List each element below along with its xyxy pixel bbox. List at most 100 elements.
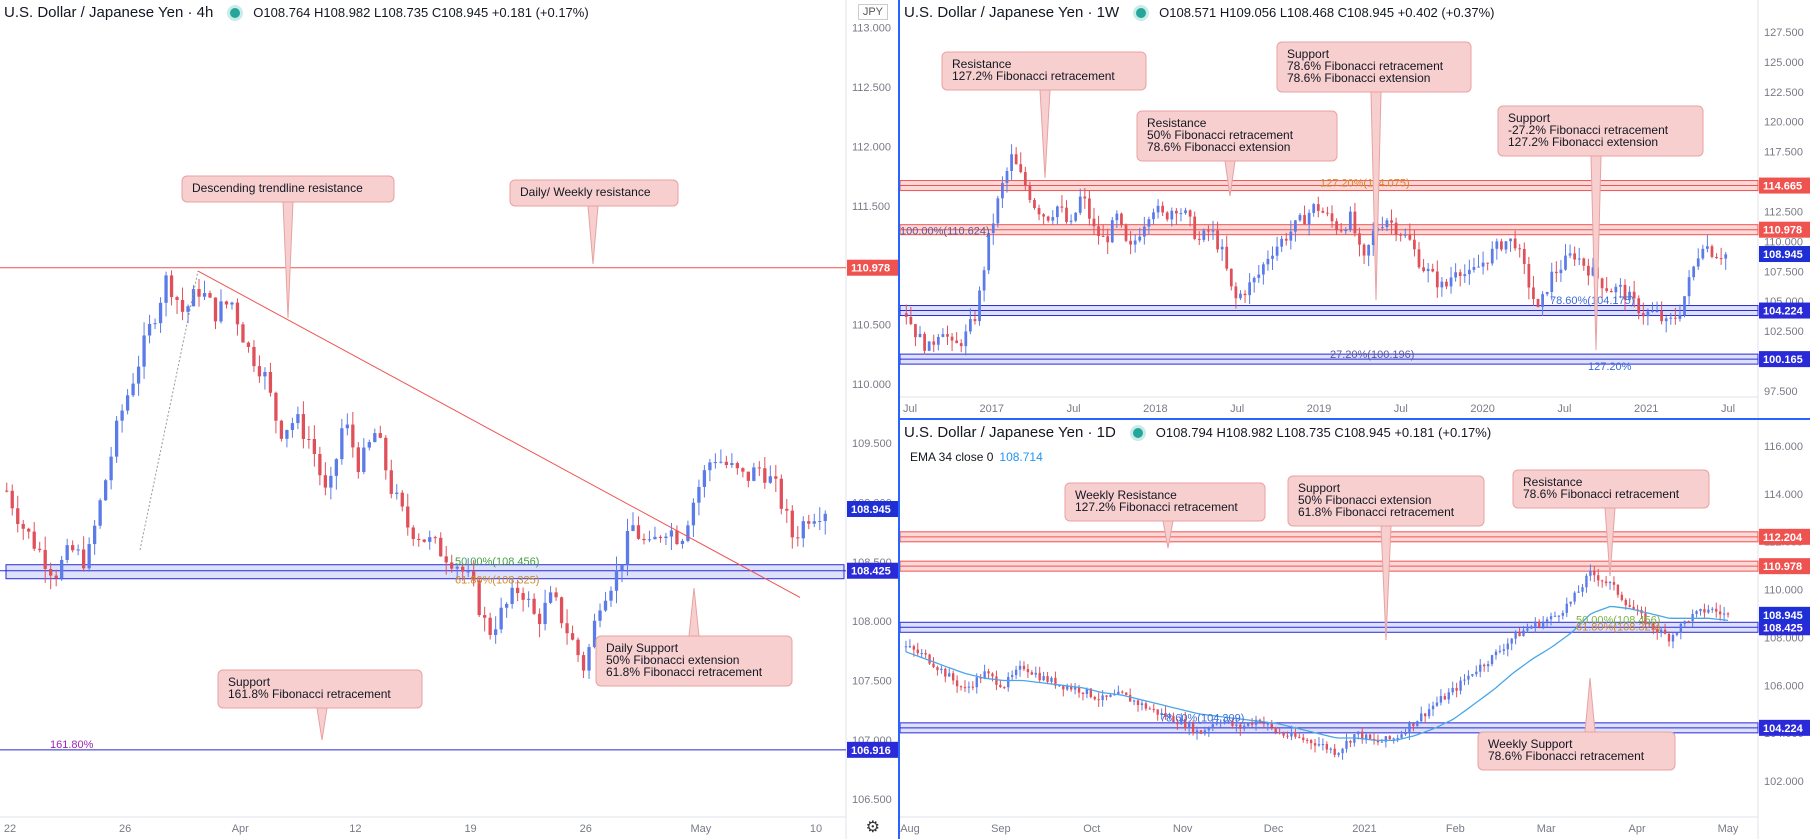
candle-body xyxy=(1703,609,1706,613)
candle-body xyxy=(987,671,990,674)
chart-panel-4h[interactable]: 113.000112.500112.000111.500111.000110.5… xyxy=(0,0,898,839)
candle-body xyxy=(959,686,963,688)
y-tick-label: 122.500 xyxy=(1764,87,1804,99)
indicator-value: 108.714 xyxy=(999,450,1043,464)
chart-panel-1d[interactable]: 116.000114.000112.000110.000108.000106.0… xyxy=(900,420,1810,839)
y-tick-label: 107.500 xyxy=(852,676,892,688)
candle-body xyxy=(208,293,212,298)
candle-body xyxy=(1364,734,1368,740)
candle-body xyxy=(1033,199,1036,208)
candle-body xyxy=(1316,204,1320,211)
candle-body xyxy=(1010,675,1014,677)
candle-body xyxy=(1475,671,1478,675)
candle-body xyxy=(1522,630,1525,637)
candle-body xyxy=(1069,220,1073,222)
candle-body xyxy=(1538,621,1541,627)
chart-1w-canvas[interactable]: 127.500125.000122.500120.000117.500115.0… xyxy=(900,0,1810,419)
candle-body xyxy=(1550,271,1554,293)
candle-body xyxy=(1651,310,1654,312)
candle-body xyxy=(1659,629,1663,633)
chart-panel-1w[interactable]: 127.500125.000122.500120.000117.500115.0… xyxy=(900,0,1810,419)
candle-body xyxy=(991,223,995,234)
candle-body xyxy=(1660,310,1663,322)
candle-body xyxy=(741,468,745,472)
candle-body xyxy=(213,297,218,322)
candle-body xyxy=(774,476,778,479)
candle-body xyxy=(1648,622,1651,625)
indicator-legend[interactable]: EMA 34 close 0 108.714 xyxy=(910,450,1043,464)
fib-label: 27.20%(100.196) xyxy=(1330,349,1414,361)
candle-body xyxy=(334,459,338,476)
candle-body xyxy=(191,288,196,307)
x-tick-label: Apr xyxy=(232,823,249,835)
candle-body xyxy=(1193,216,1197,239)
candle-body xyxy=(1165,212,1169,220)
candle-body xyxy=(1312,204,1316,213)
x-tick-label: 10 xyxy=(810,823,822,835)
candle-body xyxy=(1097,699,1100,701)
level-price-label: 112.204 xyxy=(1763,532,1803,544)
panel-divider-vertical[interactable] xyxy=(898,0,900,839)
chart-1d-canvas[interactable]: 116.000114.000112.000110.000108.000106.0… xyxy=(900,420,1810,839)
candle-body xyxy=(1699,609,1702,612)
y-tick-label: 108.000 xyxy=(852,616,892,628)
candle-body xyxy=(1371,230,1375,245)
candle-body xyxy=(680,540,685,544)
candle-body xyxy=(1632,291,1636,299)
candle-body xyxy=(197,288,201,297)
candle-body xyxy=(1140,703,1144,706)
candle-body xyxy=(450,562,454,569)
candle-body xyxy=(1176,722,1179,725)
candle-body xyxy=(312,439,317,454)
candle-body xyxy=(1106,236,1110,243)
candle-body xyxy=(664,536,668,539)
candle-body xyxy=(296,414,300,424)
chart-4h-canvas[interactable]: 113.000112.500112.000111.500111.000110.5… xyxy=(0,0,898,839)
candle-body xyxy=(1179,213,1183,215)
candle-body xyxy=(1109,694,1112,697)
x-tick-label: May xyxy=(1718,823,1739,835)
gear-icon[interactable]: ⚙ xyxy=(865,819,880,836)
callout-box xyxy=(1477,731,1676,771)
candle-body xyxy=(1211,230,1215,232)
candle-body xyxy=(318,453,322,476)
callout-text: 78.6% Fibonacci extension xyxy=(1287,71,1430,85)
candle-body xyxy=(1294,732,1297,737)
callout-text: 127.2% Fibonacci retracement xyxy=(1075,500,1238,514)
candle-body xyxy=(1673,317,1677,319)
candle-body xyxy=(1215,722,1218,725)
candle-body xyxy=(76,549,80,551)
candle-body xyxy=(1089,688,1093,698)
x-tick-label: Jul xyxy=(903,403,917,415)
candle-body xyxy=(274,392,278,421)
candle-body xyxy=(1420,713,1423,722)
panel-divider-horizontal[interactable] xyxy=(900,418,1810,420)
candle-body xyxy=(1313,743,1317,746)
currency-badge[interactable]: JPY xyxy=(857,4,888,20)
candle-body xyxy=(1553,615,1557,617)
candle-body xyxy=(1321,210,1325,213)
candle-body xyxy=(1195,730,1199,734)
candle-body xyxy=(1229,268,1233,287)
x-tick-label: Oct xyxy=(1083,823,1100,835)
candle-body xyxy=(686,525,690,541)
candle-body xyxy=(1353,211,1357,234)
y-tick-label: 109.500 xyxy=(852,438,892,450)
candle-body xyxy=(1392,738,1395,740)
candle-body xyxy=(131,383,135,396)
candle-body xyxy=(400,492,404,507)
callout-pointer xyxy=(316,707,328,741)
candle-body xyxy=(1701,248,1705,259)
candle-body xyxy=(1187,723,1191,729)
candle-body xyxy=(1435,702,1439,706)
candle-body xyxy=(147,323,152,336)
candle-body xyxy=(1074,212,1078,221)
callout-pointer xyxy=(1380,525,1392,641)
candle-body xyxy=(1156,205,1160,213)
candle-body xyxy=(1113,694,1116,696)
candle-body xyxy=(1257,274,1261,278)
candle-body xyxy=(1211,724,1214,729)
candle-body xyxy=(1719,258,1723,260)
